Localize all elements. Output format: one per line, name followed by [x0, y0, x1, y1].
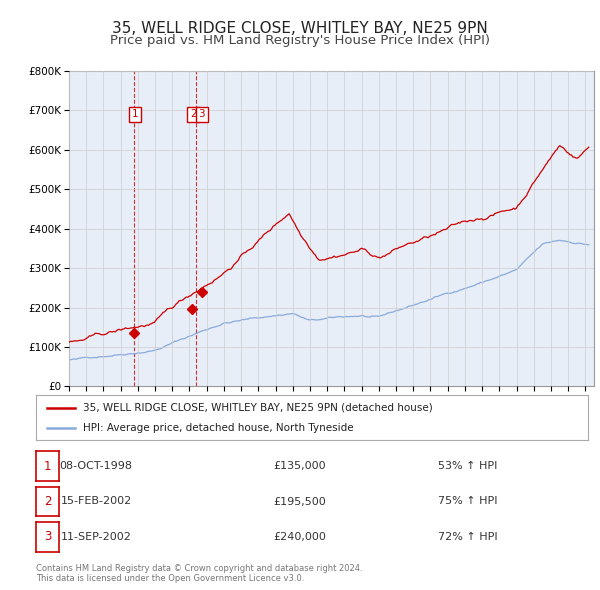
- Text: 35, WELL RIDGE CLOSE, WHITLEY BAY, NE25 9PN: 35, WELL RIDGE CLOSE, WHITLEY BAY, NE25 …: [112, 21, 488, 35]
- Text: 11-SEP-2002: 11-SEP-2002: [61, 532, 131, 542]
- Text: 3: 3: [44, 530, 51, 543]
- Text: 72% ↑ HPI: 72% ↑ HPI: [438, 532, 498, 542]
- Text: 08-OCT-1998: 08-OCT-1998: [59, 461, 133, 471]
- Text: HPI: Average price, detached house, North Tyneside: HPI: Average price, detached house, Nort…: [83, 424, 353, 434]
- Text: 2: 2: [190, 109, 197, 119]
- Text: Contains HM Land Registry data © Crown copyright and database right 2024.
This d: Contains HM Land Registry data © Crown c…: [36, 563, 362, 583]
- Text: 75% ↑ HPI: 75% ↑ HPI: [438, 497, 498, 506]
- Text: Price paid vs. HM Land Registry's House Price Index (HPI): Price paid vs. HM Land Registry's House …: [110, 34, 490, 47]
- Text: £195,500: £195,500: [274, 497, 326, 506]
- Text: 35, WELL RIDGE CLOSE, WHITLEY BAY, NE25 9PN (detached house): 35, WELL RIDGE CLOSE, WHITLEY BAY, NE25 …: [83, 403, 433, 412]
- Text: £240,000: £240,000: [274, 532, 326, 542]
- Text: £135,000: £135,000: [274, 461, 326, 471]
- Text: 15-FEB-2002: 15-FEB-2002: [61, 497, 131, 506]
- Text: 1: 1: [131, 109, 138, 119]
- Text: 2: 2: [44, 495, 51, 508]
- Text: 3: 3: [199, 109, 205, 119]
- Text: 1: 1: [44, 460, 51, 473]
- Text: 53% ↑ HPI: 53% ↑ HPI: [439, 461, 497, 471]
